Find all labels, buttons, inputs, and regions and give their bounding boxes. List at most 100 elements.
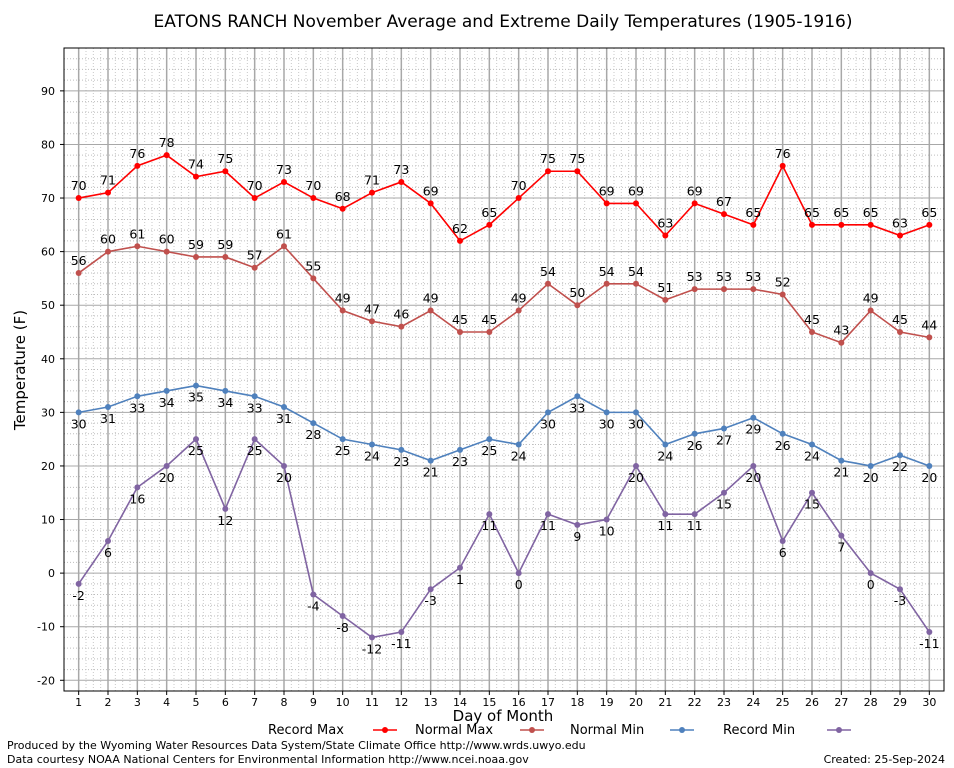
data-point	[838, 532, 845, 539]
data-point	[574, 302, 581, 309]
data-label: 59	[188, 237, 204, 252]
data-point	[633, 462, 639, 469]
x-tick-label: 22	[688, 696, 702, 709]
data-label: 54	[628, 264, 644, 279]
data-point	[515, 570, 522, 577]
data-point	[603, 409, 610, 416]
data-point	[662, 232, 669, 239]
x-tick-label: 30	[922, 696, 936, 709]
data-label: 45	[452, 312, 468, 327]
data-point	[398, 323, 405, 330]
data-point	[515, 195, 522, 202]
data-point	[310, 420, 317, 427]
footer-data-courtesy: Data courtesy NOAA National Centers for …	[7, 753, 529, 766]
data-point	[926, 221, 933, 228]
data-label: 27	[716, 432, 732, 447]
data-label: 45	[804, 312, 820, 327]
data-label: -4	[307, 599, 320, 614]
data-label: 25	[481, 443, 497, 458]
y-tick-label: -20	[37, 674, 55, 687]
y-tick-label: 70	[41, 192, 55, 205]
data-label: 63	[892, 216, 908, 231]
data-label: 49	[863, 291, 879, 306]
data-point	[926, 334, 933, 341]
x-tick-label: 2	[105, 696, 112, 709]
data-label: -8	[336, 620, 349, 635]
data-label: 15	[716, 497, 732, 512]
data-label: 30	[71, 416, 87, 431]
data-label: 24	[364, 449, 380, 464]
data-label: 65	[921, 205, 937, 220]
data-point	[222, 253, 229, 260]
data-label: 6	[779, 545, 787, 560]
data-label: 31	[100, 411, 116, 426]
series-normal-min: 30 31 33 34 35 34 33 31 28 25 24 23 21 23 25 24 30 33 30 30…	[71, 382, 937, 485]
data-point	[163, 248, 170, 255]
data-label: 35	[188, 390, 204, 405]
x-tick-label: 21	[658, 696, 672, 709]
data-label: 25	[247, 443, 263, 458]
data-point	[897, 232, 903, 239]
data-point	[251, 264, 258, 271]
data-point	[486, 328, 493, 335]
data-point	[134, 484, 141, 491]
legend-label: Normal Max	[415, 723, 493, 738]
x-tick-label: 16	[512, 696, 526, 709]
data-label: 9	[573, 529, 581, 544]
data-label: 69	[423, 183, 439, 198]
data-label: 50	[569, 285, 585, 300]
data-point	[105, 537, 111, 544]
x-tick-label: 3	[134, 696, 141, 709]
data-point	[897, 452, 903, 459]
data-label: 75	[540, 151, 556, 166]
data-label: 34	[217, 395, 233, 410]
plot-grid	[64, 47, 944, 692]
data-point	[281, 462, 287, 469]
x-tick-label: 7	[251, 696, 258, 709]
data-point	[897, 586, 903, 593]
data-point	[691, 286, 698, 293]
data-point	[633, 200, 639, 207]
data-label: 31	[276, 411, 292, 426]
data-label: 57	[247, 248, 263, 263]
data-label: 26	[775, 438, 791, 453]
data-label: -2	[72, 588, 84, 603]
y-tick-label: 50	[41, 299, 55, 312]
data-point	[545, 409, 551, 416]
data-point	[427, 200, 434, 207]
data-point	[574, 521, 581, 528]
data-label: 55	[305, 258, 321, 273]
data-point	[369, 634, 375, 641]
data-label: 71	[364, 173, 380, 188]
data-label: 30	[599, 416, 615, 431]
data-point	[545, 168, 551, 175]
data-label: 20	[745, 470, 761, 485]
data-point	[779, 162, 786, 169]
data-label: 70	[511, 178, 527, 193]
data-point	[897, 328, 903, 335]
data-label: 54	[540, 264, 556, 279]
data-label: 20	[921, 470, 937, 485]
x-tick-label: 28	[864, 696, 878, 709]
data-label: 1	[456, 572, 464, 587]
series-line	[78, 384, 930, 467]
legend: Record Max Normal Max Normal Min Record Min	[268, 723, 851, 738]
data-point	[75, 409, 82, 416]
data-label: 10	[599, 524, 615, 539]
data-point	[369, 189, 375, 196]
y-tick-label: 10	[41, 514, 55, 527]
legend-swatch-marker	[679, 727, 685, 733]
data-point	[721, 286, 727, 293]
data-label: 44	[921, 317, 937, 332]
x-tick-label: 18	[570, 696, 584, 709]
data-label: 30	[540, 416, 556, 431]
data-point	[838, 457, 845, 464]
x-tick-label: 5	[193, 696, 200, 709]
data-label: 26	[687, 438, 703, 453]
x-tick-label: 27	[834, 696, 848, 709]
x-tick-label: 23	[717, 696, 731, 709]
data-point	[779, 430, 786, 437]
data-label: 11	[540, 518, 556, 533]
data-label: 70	[71, 178, 87, 193]
data-label: 24	[804, 449, 820, 464]
